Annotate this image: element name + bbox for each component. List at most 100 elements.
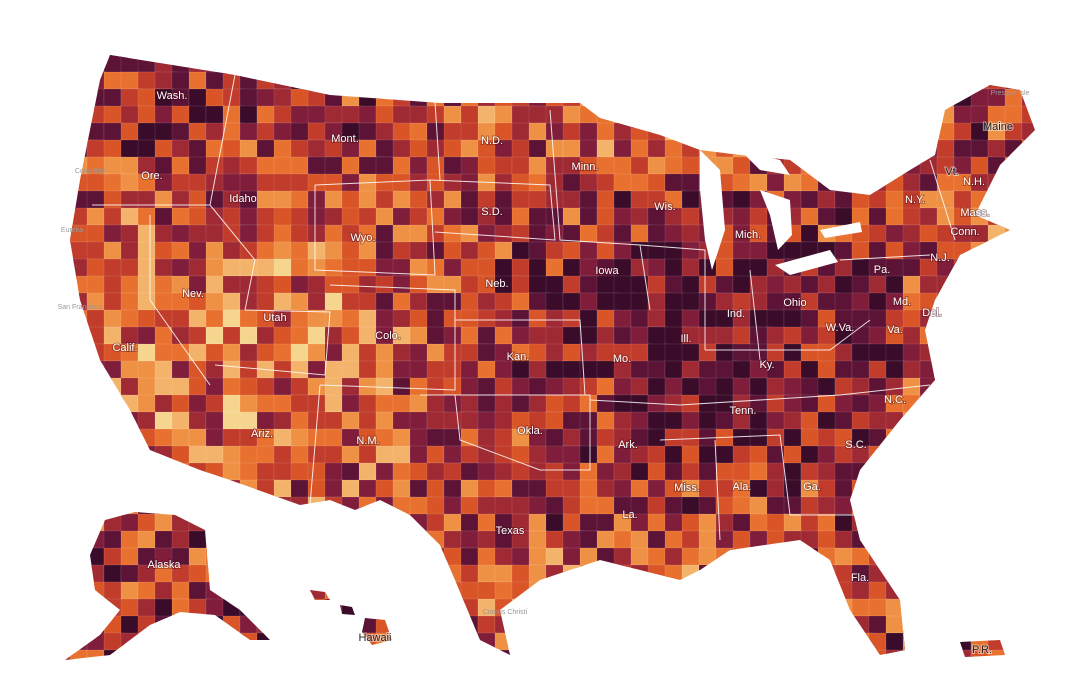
state-borders — [92, 74, 956, 541]
county — [630, 615, 653, 635]
county — [919, 343, 942, 362]
county — [478, 667, 496, 686]
county — [953, 513, 977, 534]
city-label: Coos Bay — [75, 168, 106, 175]
county — [851, 649, 870, 660]
county — [1039, 497, 1057, 516]
county — [783, 649, 805, 660]
county — [987, 326, 1006, 350]
county — [86, 258, 106, 279]
county — [137, 649, 159, 660]
county — [579, 513, 599, 532]
county — [1039, 310, 1059, 329]
county — [409, 513, 429, 532]
county — [1004, 343, 1023, 362]
county — [698, 394, 719, 415]
county — [953, 581, 977, 605]
county — [120, 445, 141, 464]
county — [885, 88, 907, 112]
county — [1004, 275, 1027, 298]
county — [256, 513, 278, 533]
county — [86, 445, 106, 465]
county — [154, 55, 178, 56]
county — [800, 632, 823, 656]
county — [358, 71, 377, 92]
county — [936, 55, 955, 77]
county — [953, 496, 972, 519]
county — [903, 667, 924, 684]
county — [342, 667, 361, 685]
county — [732, 564, 755, 584]
state-label: Ark. — [618, 439, 638, 451]
county — [613, 649, 636, 660]
county — [1039, 174, 1061, 194]
county — [86, 428, 107, 449]
county — [65, 343, 71, 363]
county — [528, 394, 548, 415]
county — [953, 479, 974, 498]
county — [239, 105, 258, 125]
county — [358, 581, 382, 605]
county — [1004, 513, 1023, 532]
county — [358, 55, 380, 76]
county — [341, 581, 362, 600]
county — [613, 88, 632, 108]
county — [630, 71, 650, 95]
county — [87, 667, 104, 686]
county — [341, 55, 365, 74]
county — [545, 615, 564, 634]
county — [715, 598, 739, 617]
county — [426, 377, 445, 397]
county — [715, 564, 735, 587]
county — [65, 598, 72, 619]
county-fills — [65, 55, 1061, 686]
county — [341, 88, 361, 109]
county — [596, 71, 619, 91]
county — [222, 530, 243, 549]
county — [477, 360, 497, 380]
county — [681, 122, 705, 144]
county — [256, 445, 277, 466]
county — [953, 394, 972, 414]
county — [987, 496, 1007, 517]
state-label: Ga. — [803, 481, 821, 493]
county — [1039, 378, 1058, 398]
county — [698, 122, 719, 145]
county — [154, 258, 174, 277]
county — [409, 564, 432, 586]
state-labels: Wash. Ore. Calif. Nev. Idaho Mont. Wyo. Utah Col… — [111, 89, 1014, 657]
county — [70, 667, 87, 684]
county — [919, 377, 938, 399]
county — [868, 649, 889, 660]
county — [1021, 275, 1035, 294]
county — [154, 428, 174, 447]
state-label: Conn. — [950, 226, 979, 238]
county — [1021, 445, 1035, 468]
county — [494, 632, 514, 653]
county — [1004, 496, 1027, 519]
county — [919, 326, 942, 345]
county — [375, 156, 396, 176]
county — [341, 411, 360, 430]
county — [375, 564, 396, 583]
county — [596, 445, 615, 466]
county — [528, 632, 548, 652]
county — [800, 156, 823, 175]
county — [65, 156, 72, 175]
county — [307, 615, 329, 634]
county — [851, 88, 871, 111]
county — [834, 360, 853, 379]
county — [273, 581, 296, 603]
county — [596, 513, 615, 532]
county — [698, 105, 720, 129]
county — [205, 615, 226, 636]
county — [205, 649, 227, 660]
state-label: N.H. — [963, 176, 985, 188]
city-label: San Francisco — [58, 304, 103, 311]
county — [460, 71, 481, 94]
county — [681, 649, 702, 660]
county — [987, 275, 1010, 295]
state-label: Maine — [983, 121, 1013, 133]
county — [885, 564, 908, 583]
county — [1004, 547, 1028, 568]
